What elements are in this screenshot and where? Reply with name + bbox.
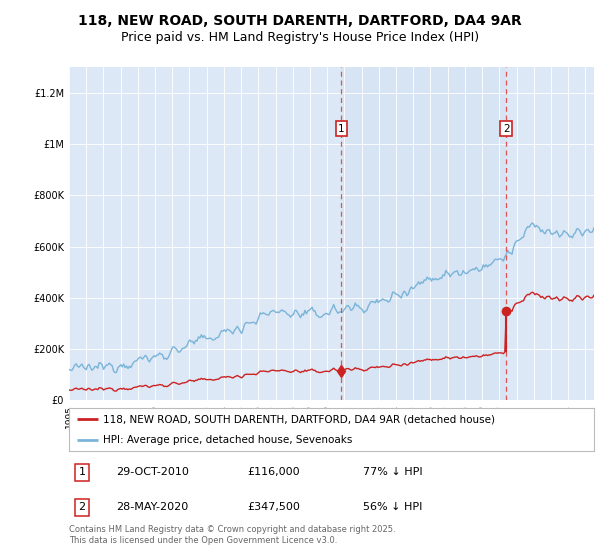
Text: 77% ↓ HPI: 77% ↓ HPI xyxy=(363,468,422,477)
Text: 118, NEW ROAD, SOUTH DARENTH, DARTFORD, DA4 9AR (detached house): 118, NEW ROAD, SOUTH DARENTH, DARTFORD, … xyxy=(103,414,495,424)
Text: £347,500: £347,500 xyxy=(248,502,301,512)
Text: 1: 1 xyxy=(338,124,345,134)
Text: HPI: Average price, detached house, Sevenoaks: HPI: Average price, detached house, Seve… xyxy=(103,435,353,445)
Text: 28-MAY-2020: 28-MAY-2020 xyxy=(116,502,188,512)
Bar xyxy=(341,67,506,400)
Text: 56% ↓ HPI: 56% ↓ HPI xyxy=(363,502,422,512)
Text: 29-OCT-2010: 29-OCT-2010 xyxy=(116,468,189,477)
Text: 118, NEW ROAD, SOUTH DARENTH, DARTFORD, DA4 9AR: 118, NEW ROAD, SOUTH DARENTH, DARTFORD, … xyxy=(78,14,522,28)
Text: Contains HM Land Registry data © Crown copyright and database right 2025.
This d: Contains HM Land Registry data © Crown c… xyxy=(69,525,395,545)
Text: 2: 2 xyxy=(79,502,86,512)
Text: £116,000: £116,000 xyxy=(248,468,300,477)
Text: 1: 1 xyxy=(79,468,86,477)
Text: 2: 2 xyxy=(503,124,509,134)
Text: Price paid vs. HM Land Registry's House Price Index (HPI): Price paid vs. HM Land Registry's House … xyxy=(121,31,479,44)
